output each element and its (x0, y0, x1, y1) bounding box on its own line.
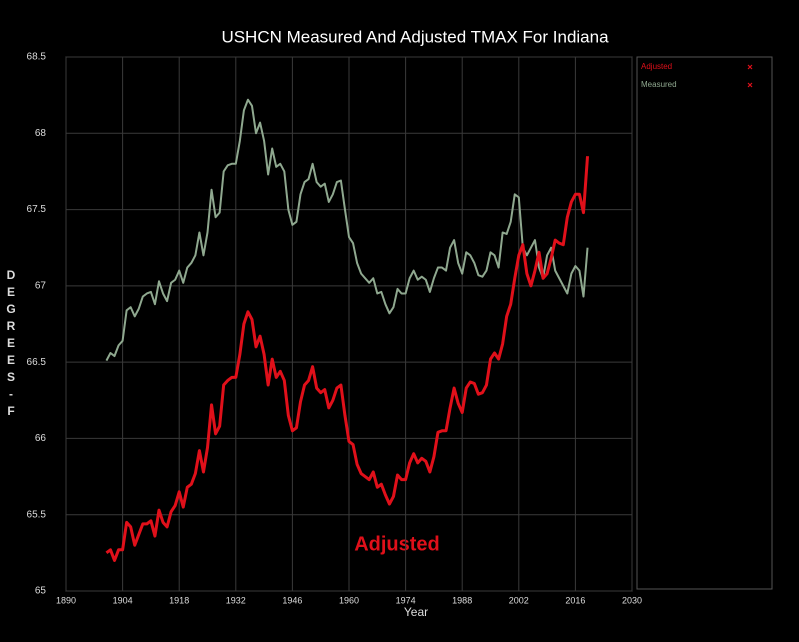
x-tick-label: 2016 (565, 595, 585, 605)
y-axis-label: DEGREES-F (4, 268, 18, 421)
chart-title: USHCN Measured And Adjusted TMAX For Ind… (221, 27, 609, 46)
y-tick-label: 67.5 (27, 204, 47, 215)
x-axis-label: Year (404, 605, 428, 619)
data-line (105, 98, 589, 362)
y-tick-label: 65 (35, 586, 47, 597)
annotation: Adjusted (354, 533, 440, 555)
y-tick-label: 66.5 (27, 357, 47, 368)
y-tick-label: 67 (35, 280, 47, 291)
legend-label: Adjusted (641, 62, 672, 71)
y-tick-label: 65.5 (27, 509, 47, 520)
legend-close-icon (747, 64, 753, 70)
data-line (105, 156, 590, 562)
y-tick-label: 68 (35, 128, 47, 139)
x-tick-label: 1932 (226, 595, 246, 605)
x-tick-label: 2002 (509, 595, 529, 605)
legend-close-icon (747, 82, 753, 88)
x-tick-label: 1988 (452, 595, 472, 605)
legend-box (636, 56, 773, 590)
x-tick-label: 1890 (56, 595, 76, 605)
x-tick-label: 1960 (339, 595, 359, 605)
x-tick-label: 1974 (396, 595, 416, 605)
x-tick-label: 2030 (622, 595, 642, 605)
x-tick-label: 1904 (113, 595, 133, 605)
y-tick-label: 66 (35, 433, 47, 444)
x-tick-label: 1918 (169, 595, 189, 605)
x-tick-label: 1946 (282, 595, 302, 605)
legend-label: Measured (641, 80, 677, 89)
y-tick-label: 68.5 (27, 52, 47, 63)
